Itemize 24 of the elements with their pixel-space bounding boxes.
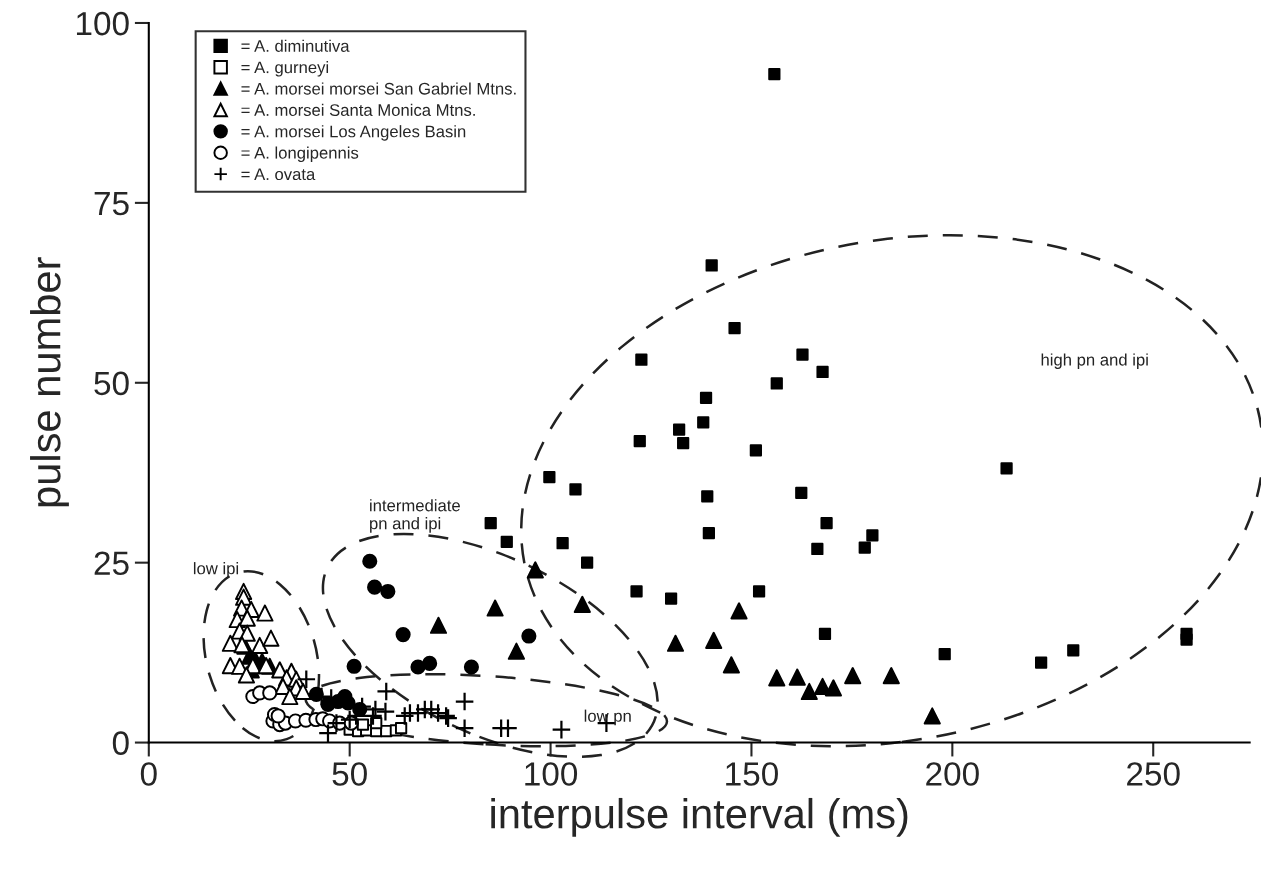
x-tick-label: 200: [926, 762, 979, 786]
x-axis-title: interpulse interval (ms): [491, 797, 908, 837]
annotation: high pn and ipi: [1041, 353, 1148, 369]
x-tick-label: 150: [726, 762, 778, 786]
legend-label: = A. longipennis: [241, 146, 359, 163]
y-tick-label: 25: [94, 551, 129, 576]
annotation: low ipi: [193, 562, 239, 578]
x-tick-label: 50: [332, 762, 367, 786]
annotation: intermediate pn and ipi: [370, 499, 460, 533]
legend-label: = A. morsei morsei San Gabriel Mtns.: [241, 82, 516, 95]
legend-label: = A. gurneyi: [241, 61, 329, 77]
y-tick-label: 50: [94, 371, 129, 396]
y-tick-label: 100: [76, 11, 129, 36]
y-tick-label: 0: [112, 731, 129, 755]
x-tick-label: 0: [140, 762, 157, 786]
x-tick-label: 100: [525, 762, 578, 786]
annotation: low pn: [584, 709, 631, 726]
y-axis-title: pulse number: [30, 257, 69, 507]
legend-label: = A. morsei Santa Monica Mtns.: [241, 103, 475, 116]
legend-label: = A. diminutiva: [241, 39, 350, 52]
x-tick-label: 250: [1127, 762, 1180, 786]
legend-label: = A. morsei Los Angeles Basin: [241, 125, 466, 141]
y-tick-label: 75: [94, 192, 129, 216]
legend-label: = A. ovata: [241, 168, 316, 181]
